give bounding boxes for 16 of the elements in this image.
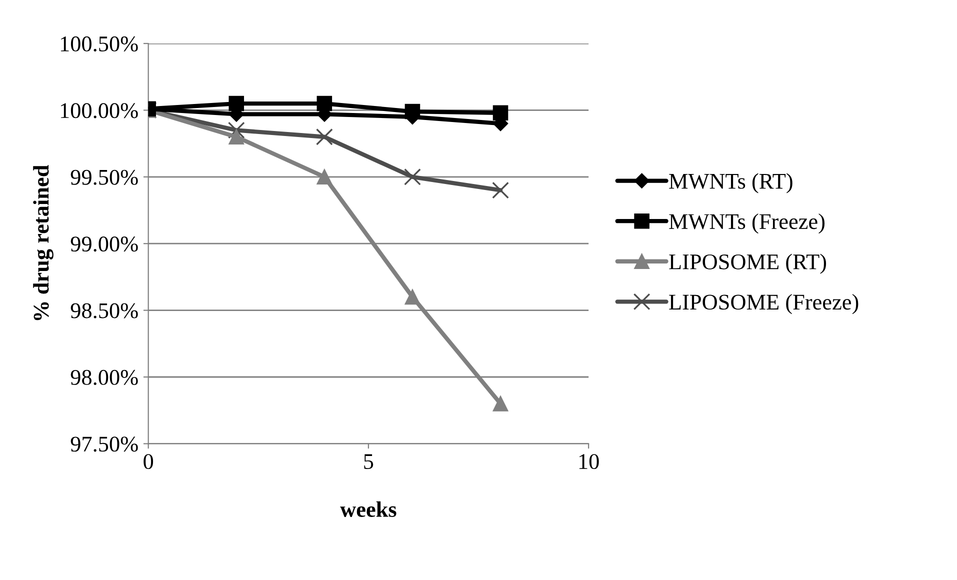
- y-tick-label: 100.00%: [60, 103, 138, 118]
- legend-label: LIPOSOME (RT): [669, 254, 826, 274]
- y-tick-label: 97.50%: [70, 436, 138, 452]
- y-tick-label: 98.50%: [70, 303, 138, 318]
- legend-label: LIPOSOME (Freeze): [669, 294, 858, 314]
- y-tick-label: 99.00%: [70, 236, 138, 252]
- legend-label: MWNTs (RT): [669, 173, 792, 194]
- y-tick-label: 98.00%: [70, 370, 138, 386]
- legend-label: MWNTs (Freeze): [669, 213, 825, 234]
- y-tick-label: 100.50%: [60, 36, 138, 52]
- x-tick-label: 0: [144, 454, 154, 470]
- y-axis-title: % drug retained: [33, 165, 54, 320]
- x-tick-label: 5: [364, 454, 374, 470]
- x-tick-label: 10: [579, 454, 599, 470]
- y-tick-label: 99.50%: [70, 170, 138, 185]
- x-axis-title: weeks: [340, 501, 396, 517]
